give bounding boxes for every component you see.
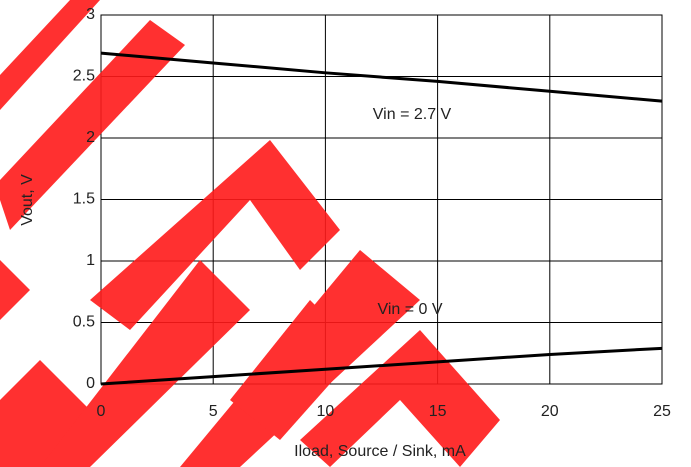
x-tick-label: 20 bbox=[541, 403, 559, 420]
x-tick-label: 10 bbox=[317, 403, 335, 420]
stripe bbox=[0, 260, 30, 320]
x-tick-label: 15 bbox=[429, 403, 447, 420]
plot-top: 0 0.5 1 1.5 2 2.5 3 0 5 10 15 20 25 bbox=[73, 6, 671, 420]
stripe bbox=[0, 0, 100, 110]
x-axis-label: Iload, Source / Sink, mA bbox=[294, 443, 466, 460]
y-tick-label: 2 bbox=[86, 129, 95, 146]
y-tick-label: 3 bbox=[86, 6, 95, 23]
stripe bbox=[40, 260, 250, 467]
y-axis-label: Vout, V bbox=[19, 174, 36, 226]
stripe bbox=[0, 20, 185, 230]
y-tick-label: 0.5 bbox=[73, 314, 95, 331]
series-line bbox=[100, 51, 663, 103]
y-tick-label: 0 bbox=[86, 375, 95, 392]
x-tick-label: 0 bbox=[97, 403, 106, 420]
x-tick-label: 25 bbox=[653, 403, 671, 420]
y-tick-label: 1 bbox=[86, 252, 95, 269]
stripe bbox=[300, 330, 500, 467]
x-tick-label: 5 bbox=[209, 403, 218, 420]
series-annotation: Vin = 2.7 V bbox=[373, 106, 452, 123]
y-tick-label: 1.5 bbox=[73, 191, 95, 208]
stripe bbox=[90, 140, 340, 330]
series-line bbox=[100, 346, 663, 386]
y-tick-label: 2.5 bbox=[73, 68, 95, 85]
series-annotation: Vin = 0 V bbox=[377, 301, 442, 318]
